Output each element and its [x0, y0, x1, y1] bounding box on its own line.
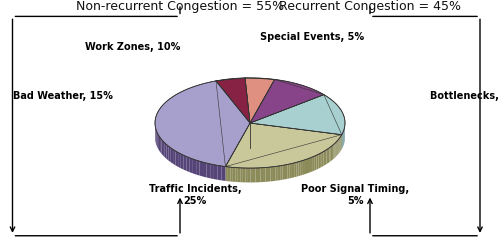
Polygon shape: [171, 148, 173, 164]
Polygon shape: [157, 132, 158, 148]
Polygon shape: [340, 136, 341, 151]
Polygon shape: [338, 138, 340, 154]
Polygon shape: [193, 159, 196, 174]
Polygon shape: [184, 155, 186, 171]
Polygon shape: [245, 78, 274, 123]
Polygon shape: [258, 168, 260, 182]
Polygon shape: [332, 145, 334, 160]
Polygon shape: [248, 168, 250, 183]
Polygon shape: [226, 167, 228, 181]
Polygon shape: [336, 140, 338, 156]
Text: Non-recurrent Congestion = 55%: Non-recurrent Congestion = 55%: [76, 0, 284, 13]
Text: Poor Signal Timing,
5%: Poor Signal Timing, 5%: [301, 184, 409, 206]
Text: Recurrent Congestion = 45%: Recurrent Congestion = 45%: [279, 0, 461, 13]
Polygon shape: [314, 155, 316, 170]
Polygon shape: [288, 164, 290, 179]
Polygon shape: [176, 151, 178, 167]
Polygon shape: [296, 162, 298, 177]
Polygon shape: [273, 167, 276, 181]
Polygon shape: [260, 168, 263, 182]
Polygon shape: [328, 148, 330, 163]
Polygon shape: [318, 154, 320, 169]
Polygon shape: [218, 165, 222, 180]
Polygon shape: [186, 157, 190, 172]
Polygon shape: [228, 167, 230, 182]
Polygon shape: [341, 135, 342, 150]
Polygon shape: [263, 168, 266, 182]
Polygon shape: [163, 141, 165, 157]
Polygon shape: [282, 165, 285, 180]
Polygon shape: [214, 165, 218, 180]
Polygon shape: [181, 154, 184, 170]
Polygon shape: [168, 146, 171, 162]
Polygon shape: [276, 166, 278, 181]
Polygon shape: [250, 168, 253, 183]
Polygon shape: [253, 168, 256, 183]
Polygon shape: [165, 143, 166, 159]
Polygon shape: [162, 139, 163, 155]
Polygon shape: [159, 136, 160, 152]
Polygon shape: [236, 168, 238, 182]
Text: Bottlenecks, 40%: Bottlenecks, 40%: [430, 91, 500, 101]
Polygon shape: [280, 165, 282, 180]
Polygon shape: [298, 161, 300, 176]
Text: Traffic Incidents,
25%: Traffic Incidents, 25%: [148, 184, 242, 206]
Polygon shape: [303, 160, 305, 175]
Polygon shape: [230, 167, 233, 182]
Polygon shape: [243, 168, 246, 182]
Polygon shape: [268, 167, 270, 182]
Text: Bad Weather, 15%: Bad Weather, 15%: [12, 91, 112, 101]
Polygon shape: [334, 142, 336, 158]
Polygon shape: [322, 152, 324, 167]
Polygon shape: [155, 81, 250, 167]
Polygon shape: [290, 164, 292, 178]
Polygon shape: [226, 123, 342, 168]
Polygon shape: [250, 79, 324, 123]
Polygon shape: [256, 168, 258, 182]
Polygon shape: [311, 157, 313, 172]
Polygon shape: [238, 168, 240, 182]
Polygon shape: [158, 134, 159, 150]
Polygon shape: [305, 159, 307, 174]
Polygon shape: [300, 160, 303, 175]
Polygon shape: [266, 167, 268, 182]
Polygon shape: [320, 153, 322, 168]
Polygon shape: [309, 158, 311, 173]
Polygon shape: [246, 168, 248, 183]
Polygon shape: [166, 145, 168, 161]
Polygon shape: [325, 150, 326, 165]
Polygon shape: [203, 162, 206, 177]
Polygon shape: [210, 164, 214, 179]
Polygon shape: [331, 146, 332, 161]
Polygon shape: [313, 156, 314, 171]
Polygon shape: [250, 95, 345, 135]
Polygon shape: [240, 168, 243, 182]
Polygon shape: [173, 150, 176, 165]
Polygon shape: [292, 163, 294, 178]
Polygon shape: [324, 151, 325, 166]
Polygon shape: [233, 167, 235, 182]
Polygon shape: [270, 167, 273, 181]
Polygon shape: [330, 147, 331, 162]
Polygon shape: [200, 161, 203, 177]
Polygon shape: [206, 163, 210, 178]
Polygon shape: [278, 166, 280, 181]
Polygon shape: [196, 160, 200, 176]
Polygon shape: [307, 158, 309, 173]
Text: Work Zones, 10%: Work Zones, 10%: [84, 42, 180, 52]
Polygon shape: [222, 166, 226, 181]
Polygon shape: [190, 158, 193, 173]
Polygon shape: [285, 165, 288, 179]
Polygon shape: [294, 162, 296, 177]
Polygon shape: [156, 130, 157, 146]
Polygon shape: [160, 138, 162, 154]
Polygon shape: [316, 154, 318, 169]
Polygon shape: [178, 153, 181, 168]
Polygon shape: [216, 78, 250, 123]
Text: Special Events, 5%: Special Events, 5%: [260, 32, 364, 42]
Polygon shape: [326, 149, 328, 164]
